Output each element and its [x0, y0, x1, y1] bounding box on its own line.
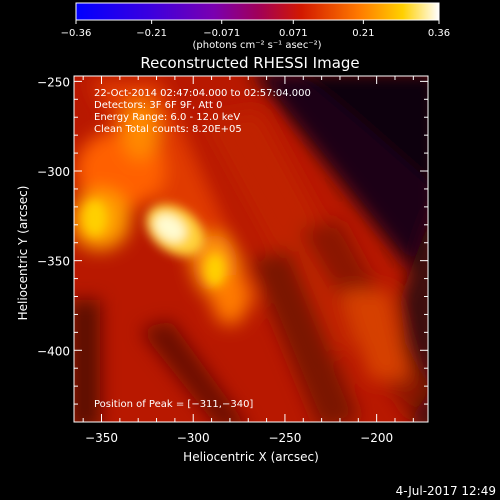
- footer-date: 4-Jul-2017 12:49: [396, 484, 496, 498]
- colorbar-tick-label: −0.21: [136, 28, 167, 39]
- annotation-block: 22-Oct-2014 02:47:04.000 to 02:57:04.000…: [94, 88, 311, 135]
- x-tick-label: −200: [360, 431, 393, 445]
- y-tick-label: −400: [37, 344, 70, 358]
- colorbar-tick-label: 0.071: [279, 28, 308, 39]
- heatmap-image: [74, 76, 428, 422]
- y-tick-label: −300: [37, 165, 70, 179]
- y-axis: −250 −300 −350 −400: [37, 75, 428, 423]
- colorbar-tick-label: −0.071: [203, 28, 240, 39]
- chart-title: Reconstructed RHESSI Image: [140, 54, 359, 72]
- x-tick-label: −250: [268, 431, 301, 445]
- peak-position-label: Position of Peak = [−311,−340]: [94, 399, 253, 410]
- colorbar-tick-label: −0.36: [61, 28, 92, 39]
- colorbar-tick-label: 0.21: [352, 28, 374, 39]
- x-axis-label: Heliocentric X (arcsec): [183, 450, 319, 464]
- x-tick-label: −350: [85, 431, 118, 445]
- annotation-line: 22-Oct-2014 02:47:04.000 to 02:57:04.000: [94, 88, 311, 99]
- colorbar-gradient: [75, 2, 440, 21]
- x-axis: −350 −300 −250 −200: [82, 76, 414, 445]
- y-tick-label: −250: [37, 75, 70, 89]
- colorbar: −0.36 −0.21 −0.071 0.071 0.21 0.36 (photons c…: [61, 2, 450, 51]
- x-tick-label: −300: [177, 431, 210, 445]
- colorbar-unit-label: (photons cm⁻² s⁻¹ asec⁻²): [192, 40, 321, 51]
- annotation-line: Clean Total counts: 8.20E+05: [94, 124, 242, 135]
- plot-frame: [73, 75, 429, 423]
- colorbar-ticks: −0.36 −0.21 −0.071 0.071 0.21 0.36: [61, 20, 450, 39]
- annotation-line: Energy Range: 6.0 - 12.0 keV: [94, 112, 240, 123]
- annotation-line: Detectors: 3F 6F 9F, Att 0: [94, 100, 222, 111]
- colorbar-tick-label: 0.36: [428, 28, 450, 39]
- y-tick-label: −350: [37, 255, 70, 269]
- y-axis-label: Heliocentric Y (arcsec): [16, 186, 30, 321]
